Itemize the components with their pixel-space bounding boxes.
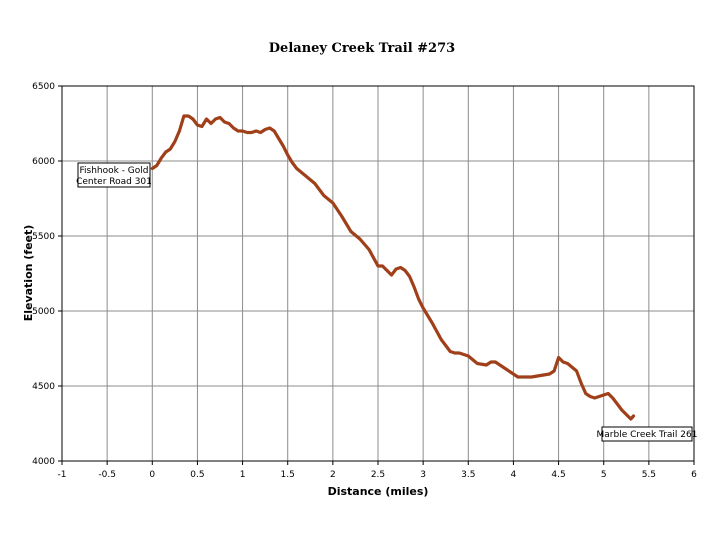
x-tick-label: 1 — [240, 470, 246, 480]
x-tick-label: 2 — [330, 470, 336, 480]
x-tick-label: 5 — [601, 470, 607, 480]
y-tick-label: 5000 — [32, 307, 55, 317]
x-axis: -1 -0.5 0 0.5 1 1.5 2 2.5 3 3.5 4 4.5 5 5.5 6 — [58, 461, 697, 480]
x-axis-label: Distance (miles) — [328, 485, 429, 498]
x-tick-label: 0 — [149, 470, 155, 480]
annotation-start: Fishhook - Gold Center Road 301 — [76, 162, 152, 188]
x-tick-label: 5.5 — [642, 470, 656, 480]
annotation-start-line-1: Fishhook - Gold — [79, 166, 148, 176]
x-tick-label: 4.5 — [551, 470, 565, 480]
y-axis: 4000 4500 5000 5500 6000 6500 — [32, 82, 62, 467]
elevation-line — [150, 114, 636, 421]
grid — [61, 85, 695, 462]
y-tick-label: 6500 — [32, 82, 55, 92]
annotation-start-line-2: Center Road 301 — [76, 177, 152, 187]
chart-title: Delaney Creek Trail #273 — [269, 41, 455, 56]
x-tick-label: 6 — [691, 470, 697, 480]
x-tick-label: 3 — [420, 470, 426, 480]
x-tick-label: -0.5 — [98, 470, 116, 480]
annotation-end: Marble Creek Trail 261 — [597, 426, 698, 442]
y-axis-label: Elevation (feet) — [22, 225, 35, 322]
annotation-end-label: Marble Creek Trail 261 — [597, 430, 698, 440]
annotation-start-box — [77, 162, 151, 188]
x-tick-label: 1.5 — [281, 470, 295, 480]
annotation-end-box — [601, 426, 693, 442]
x-tick-label: 3.5 — [461, 470, 475, 480]
x-tick-label: 4 — [511, 470, 517, 480]
y-tick-label: 6000 — [32, 157, 55, 167]
x-tick-label: 2.5 — [371, 470, 385, 480]
y-tick-label: 4500 — [32, 382, 55, 392]
x-tick-label: 0.5 — [190, 470, 204, 480]
x-tick-label: -1 — [58, 470, 67, 480]
series-layer — [150, 114, 636, 421]
y-tick-label: 5500 — [32, 232, 55, 242]
y-tick-label: 4000 — [32, 457, 55, 467]
